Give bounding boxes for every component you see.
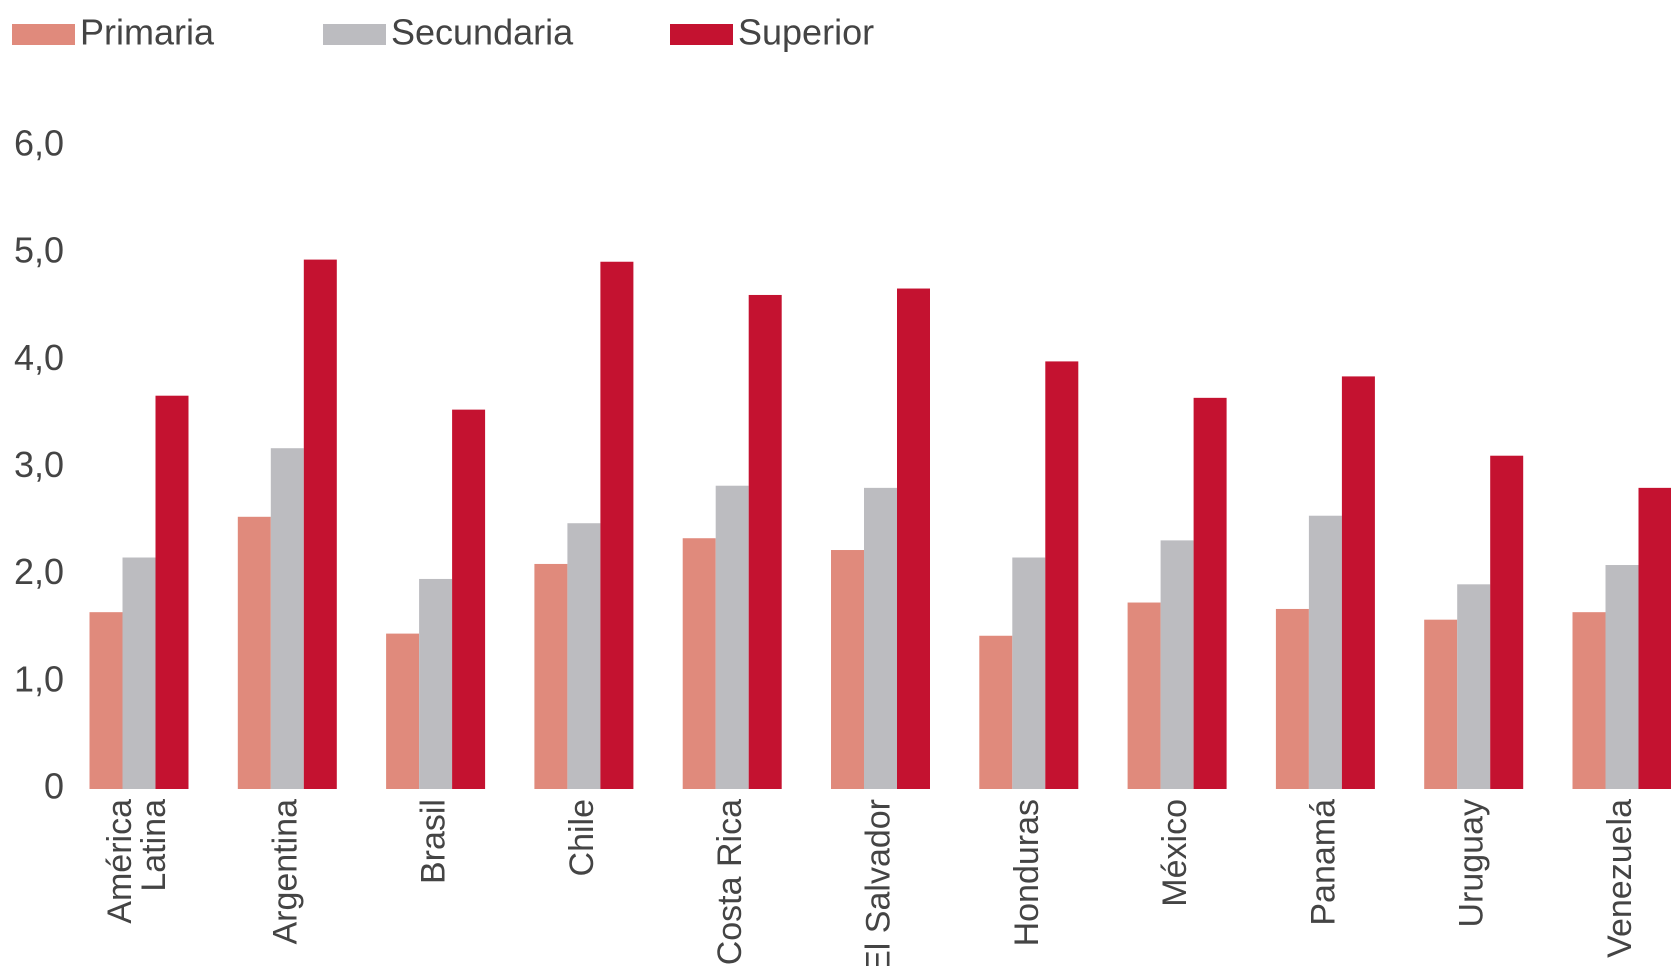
bar	[1457, 584, 1491, 789]
bar	[452, 409, 486, 789]
bar	[864, 487, 897, 789]
bar	[831, 550, 864, 789]
y-tick-label: 6,0	[14, 123, 64, 164]
bar	[89, 612, 123, 789]
x-tick-label: Panamá	[1304, 799, 1342, 926]
legend-swatch	[323, 24, 386, 45]
x-tick-label: Chile	[563, 799, 601, 876]
x-tick-label: AméricaLatina	[101, 799, 173, 924]
y-tick-label: 5,0	[14, 230, 64, 271]
y-tick-label: 1,0	[14, 658, 64, 699]
bar	[567, 523, 601, 789]
bar	[682, 538, 716, 789]
x-tick-label-line: Latina	[135, 799, 173, 892]
bar	[1308, 515, 1342, 789]
y-tick-label: 3,0	[14, 444, 64, 485]
bar	[600, 261, 634, 789]
bar	[1424, 619, 1458, 789]
bar	[122, 557, 156, 789]
bar	[1605, 565, 1639, 789]
bar	[748, 294, 782, 789]
x-tick-label: México	[1156, 799, 1194, 907]
x-tick-label: Argentina	[266, 799, 304, 945]
bar	[270, 448, 304, 789]
bar	[386, 633, 420, 789]
bar	[534, 563, 568, 789]
legend-label: Secundaria	[391, 12, 574, 53]
bar	[715, 485, 749, 789]
legend-label: Primaria	[80, 12, 215, 53]
x-tick-label: Venezuela	[1601, 799, 1639, 958]
x-tick-label: Costa Rica	[711, 799, 749, 965]
x-tick-label: Brasil	[415, 799, 453, 884]
x-tick-label: El Salvador	[859, 799, 897, 966]
legend-swatch	[12, 24, 75, 45]
bar	[1160, 540, 1194, 789]
bar	[1638, 487, 1671, 789]
bar	[237, 516, 271, 789]
bar	[1045, 361, 1079, 789]
legend-label: Superior	[738, 12, 874, 53]
legend-swatch	[670, 24, 733, 45]
bar	[1193, 397, 1227, 789]
bar	[303, 259, 337, 789]
bar	[419, 578, 453, 789]
bar	[1012, 557, 1046, 789]
y-tick-label: 2,0	[14, 551, 64, 592]
x-tick-label: Honduras	[1008, 799, 1046, 946]
bar	[1127, 602, 1161, 789]
bar	[1490, 455, 1524, 789]
bar	[897, 288, 930, 789]
bar	[979, 635, 1013, 789]
bar	[1275, 608, 1309, 789]
y-tick-label: 0	[44, 766, 64, 807]
x-tick-label-line: América	[101, 799, 139, 924]
y-tick-label: 4,0	[14, 337, 64, 378]
x-tick-label: Uruguay	[1453, 799, 1491, 928]
bar	[155, 395, 189, 789]
bar	[1341, 376, 1375, 789]
bar	[1572, 612, 1606, 789]
